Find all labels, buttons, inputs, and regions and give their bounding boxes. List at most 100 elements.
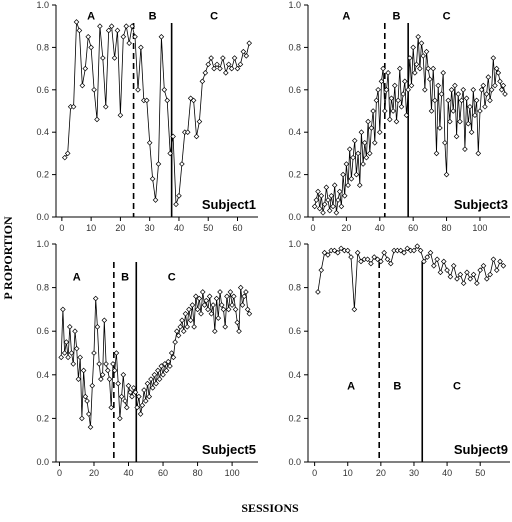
x-tick-label: 40 bbox=[124, 468, 134, 478]
data-point bbox=[103, 361, 109, 367]
y-tick-label: 0.4 bbox=[288, 127, 301, 137]
y-tick-label: 0.8 bbox=[36, 42, 49, 52]
data-point bbox=[155, 161, 162, 167]
data-point bbox=[129, 23, 135, 29]
data-point bbox=[179, 317, 185, 324]
data-point bbox=[236, 328, 242, 334]
data-point bbox=[196, 118, 203, 125]
data-point bbox=[404, 245, 411, 252]
data-point bbox=[437, 125, 443, 131]
x-tick-label: 30 bbox=[145, 223, 155, 233]
data-point bbox=[232, 306, 239, 313]
data-point bbox=[225, 306, 232, 313]
x-tick-label: 20 bbox=[376, 468, 386, 478]
y-tick-label: 0.0 bbox=[36, 457, 49, 467]
data-point bbox=[170, 133, 176, 140]
data-point bbox=[467, 103, 473, 110]
data-point bbox=[318, 193, 325, 199]
data-point bbox=[149, 176, 156, 182]
data-point bbox=[464, 269, 470, 276]
series-line bbox=[60, 287, 250, 428]
data-point bbox=[405, 87, 411, 93]
data-point bbox=[371, 140, 378, 146]
y-tick-label: 0.8 bbox=[288, 283, 301, 293]
data-point bbox=[346, 146, 353, 152]
data-point bbox=[500, 263, 507, 269]
y-tick-label: 0.4 bbox=[36, 127, 49, 137]
subject-label: Subject3 bbox=[454, 197, 508, 212]
data-point bbox=[356, 182, 363, 188]
data-point bbox=[463, 95, 470, 102]
data-point bbox=[129, 393, 135, 400]
data-point bbox=[241, 293, 247, 300]
data-point bbox=[63, 339, 70, 345]
data-point bbox=[338, 203, 345, 210]
data-point bbox=[345, 182, 351, 188]
data-point bbox=[401, 249, 407, 256]
series-line bbox=[317, 245, 504, 310]
data-point bbox=[222, 324, 228, 330]
data-point bbox=[424, 254, 431, 260]
data-point bbox=[91, 87, 97, 93]
data-point bbox=[94, 324, 101, 330]
data-point bbox=[126, 40, 132, 46]
data-point bbox=[199, 78, 206, 85]
data-point bbox=[189, 302, 196, 308]
data-point bbox=[453, 133, 460, 140]
phase-label-a: A bbox=[342, 11, 350, 23]
data-point bbox=[214, 61, 220, 68]
data-point bbox=[202, 70, 209, 76]
phase-label-b: B bbox=[149, 11, 157, 23]
data-point bbox=[100, 55, 106, 61]
data-point bbox=[368, 260, 374, 267]
data-point bbox=[442, 140, 448, 146]
data-point bbox=[173, 201, 179, 208]
data-point bbox=[423, 48, 430, 55]
data-point bbox=[457, 271, 464, 278]
panel-2: 0.0 0.2 0.4 0.6 0.8 1.0 0 20 40 60 80 100 A B C Subject… bbox=[288, 0, 510, 233]
data-point bbox=[474, 280, 480, 287]
y-tick-label: 0.4 bbox=[288, 370, 301, 380]
y-tick-label: 0.6 bbox=[36, 326, 49, 336]
y-tick-label: 0.8 bbox=[36, 283, 49, 293]
data-point bbox=[61, 350, 68, 356]
data-point bbox=[151, 372, 158, 378]
data-point bbox=[82, 65, 89, 72]
data-point bbox=[403, 112, 410, 119]
data-point bbox=[211, 65, 217, 72]
data-point bbox=[407, 55, 413, 61]
y-tick-label: 0.0 bbox=[288, 212, 301, 222]
data-point bbox=[117, 415, 123, 422]
data-point bbox=[246, 40, 253, 46]
data-point bbox=[184, 129, 191, 135]
y-tick-label: 1.0 bbox=[288, 239, 301, 249]
data-point bbox=[217, 65, 223, 72]
data-point bbox=[311, 203, 318, 210]
data-point bbox=[217, 289, 223, 295]
data-point bbox=[220, 55, 226, 61]
data-point bbox=[331, 182, 338, 188]
data-point bbox=[335, 249, 341, 256]
phase-label-a: A bbox=[73, 272, 81, 284]
data-point bbox=[417, 247, 424, 254]
data-point bbox=[208, 310, 215, 317]
data-point bbox=[462, 146, 468, 152]
x-tick-label: 80 bbox=[193, 468, 203, 478]
data-point bbox=[483, 91, 490, 97]
data-point bbox=[215, 315, 222, 321]
data-point bbox=[108, 404, 115, 411]
panel-3: 0.0 0.2 0.4 0.6 0.8 1.0 0 20 40 60 80 100 A B C Subject… bbox=[36, 239, 258, 478]
data-point bbox=[475, 150, 482, 157]
data-point bbox=[438, 91, 445, 97]
data-point bbox=[385, 70, 391, 76]
data-point bbox=[127, 389, 134, 396]
data-point bbox=[480, 82, 487, 89]
data-point bbox=[378, 258, 384, 265]
data-point bbox=[105, 27, 112, 34]
data-point bbox=[193, 133, 200, 140]
subject-label: Subject5 bbox=[202, 442, 256, 457]
data-point bbox=[144, 380, 151, 387]
y-tick-label: 0.6 bbox=[36, 85, 49, 95]
data-point bbox=[234, 319, 241, 326]
